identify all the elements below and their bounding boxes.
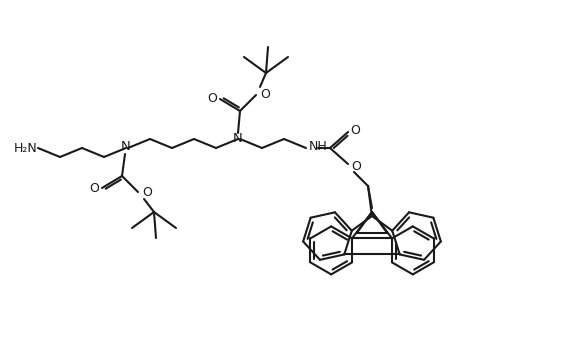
Text: O: O — [351, 159, 361, 172]
Text: O: O — [260, 88, 270, 101]
Text: NH: NH — [309, 140, 328, 153]
Text: N: N — [121, 140, 131, 153]
Text: O: O — [207, 92, 217, 105]
Text: O: O — [89, 182, 99, 195]
Text: H₂N: H₂N — [14, 142, 38, 155]
Text: N: N — [233, 132, 243, 145]
Text: O: O — [142, 186, 152, 199]
Text: O: O — [350, 124, 360, 137]
